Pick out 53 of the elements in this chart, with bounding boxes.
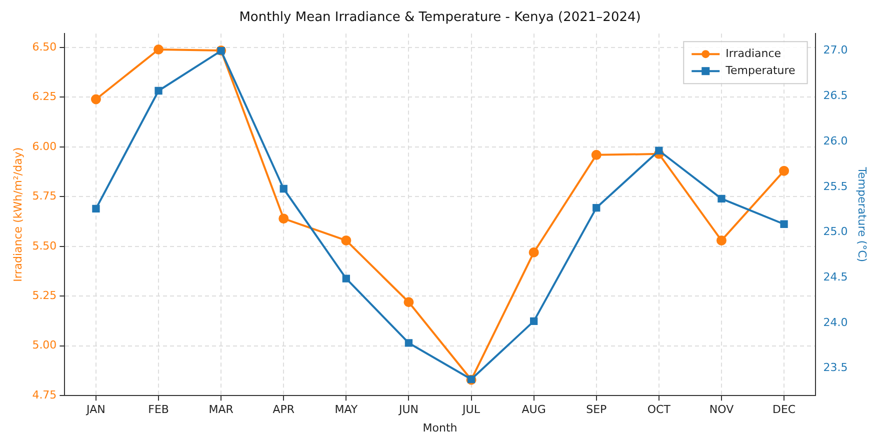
x-tick-label: DEC xyxy=(772,403,796,416)
point xyxy=(718,194,726,203)
chart-title: Monthly Mean Irradiance & Temperature - Kenya (2021–2024) xyxy=(239,10,641,26)
point xyxy=(154,86,162,95)
y-tick-label: 4.75 xyxy=(32,388,57,402)
y2-tick-label: 24.0 xyxy=(823,316,848,329)
point xyxy=(90,94,101,104)
point xyxy=(404,339,413,347)
y-tick-label: 6.00 xyxy=(32,140,57,153)
y2-tick-label: 25.5 xyxy=(823,180,848,193)
x-axis-title: Month xyxy=(422,421,458,434)
point xyxy=(280,184,288,193)
y-tick-label: 5.75 xyxy=(32,190,57,203)
point xyxy=(341,235,352,246)
y2-axis-title: Temperature (°C) xyxy=(856,166,869,262)
y2-tick-label: 26.5 xyxy=(823,89,848,102)
legend-label: Temperature xyxy=(724,64,796,77)
x-tick-label: JUL xyxy=(462,403,481,416)
legend-label: Irradiance xyxy=(726,46,782,60)
y2-tick-label: 26.0 xyxy=(823,134,848,148)
point xyxy=(92,204,100,213)
x-tick-label: AUG xyxy=(522,403,546,416)
point xyxy=(342,274,350,282)
x-tick-label: SEP xyxy=(586,403,608,416)
y2-tick-label: 27.0 xyxy=(823,44,848,57)
point xyxy=(404,297,414,308)
y2-tick-label: 25.0 xyxy=(823,225,848,238)
x-tick-label: FEB xyxy=(148,403,169,416)
y-tick-label: 6.25 xyxy=(32,90,57,104)
point xyxy=(655,146,663,154)
x-tick-label: APR xyxy=(272,403,295,416)
x-tick-label: OCT xyxy=(647,403,671,416)
point xyxy=(592,204,600,212)
x-tick-label: NOV xyxy=(709,403,734,416)
y-tick-label: 5.50 xyxy=(32,239,57,252)
y-tick-label: 6.50 xyxy=(32,40,57,54)
x-tick-label: MAY xyxy=(334,403,358,416)
y-axis-title: Irradiance (kWh/m²/day) xyxy=(11,147,24,282)
point xyxy=(779,166,790,176)
x-tick-label: MAR xyxy=(208,403,234,416)
point xyxy=(278,214,289,224)
point xyxy=(780,220,788,228)
point xyxy=(530,317,538,326)
y-tick-label: 5.25 xyxy=(32,289,57,302)
point xyxy=(591,150,602,160)
y-tick-label: 5.00 xyxy=(32,338,57,352)
point xyxy=(154,44,164,55)
point xyxy=(528,247,539,258)
y2-tick-label: 24.5 xyxy=(823,270,848,284)
x-tick-label: JAN xyxy=(86,403,106,416)
y2-tick-label: 23.5 xyxy=(823,361,848,374)
x-tick-label: JUN xyxy=(398,403,418,416)
point xyxy=(716,235,726,246)
